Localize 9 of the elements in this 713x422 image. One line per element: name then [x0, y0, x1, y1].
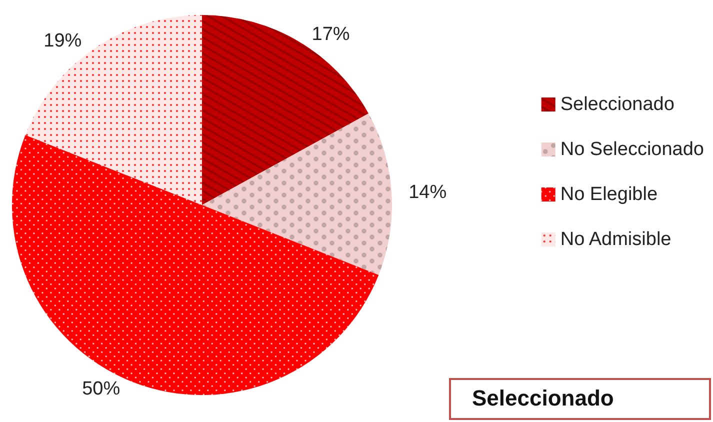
data-label: 50% [82, 378, 120, 400]
legend-label: No Seleccionado [560, 139, 704, 160]
legend-label: No Admisible [560, 229, 672, 250]
data-label: 14% [408, 182, 447, 204]
data-label: 17% [312, 24, 350, 46]
text: Seleccionado [472, 386, 614, 410]
data-label: 19% [44, 30, 82, 52]
legend-label: No Elegible [560, 184, 658, 205]
legend-label: Seleccionado [560, 94, 674, 115]
